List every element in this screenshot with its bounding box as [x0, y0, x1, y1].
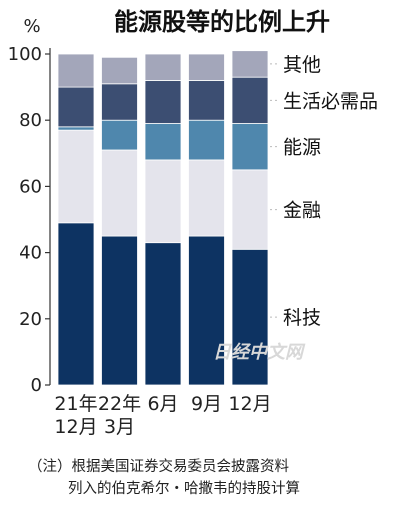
- bar-segment: [188, 159, 225, 237]
- bar-segment: [57, 53, 95, 88]
- bar-segment: [144, 242, 182, 386]
- bar-segment: [231, 169, 269, 250]
- legend-label: 能源: [283, 137, 321, 159]
- y-tick-label: 100: [8, 44, 42, 65]
- y-unit-label: %: [23, 16, 40, 37]
- watermark: 日经中文网: [213, 342, 306, 363]
- bar-segment: [144, 123, 182, 161]
- bar-segment: [188, 235, 225, 386]
- x-tick-label: 12月: [228, 393, 271, 415]
- bar-segment: [231, 123, 269, 171]
- bar-segment: [231, 76, 269, 124]
- bar-segment: [57, 129, 95, 224]
- legend: 科技 金融 能源 生活必需品 其他: [270, 54, 378, 329]
- bar-segment: [101, 83, 138, 121]
- bar-segment: [144, 159, 182, 244]
- x-tick-label: 9月: [191, 393, 222, 415]
- bars: [57, 50, 269, 386]
- bar-segment: [101, 235, 138, 386]
- bar-segment: [188, 80, 225, 121]
- bar-segment: [101, 56, 138, 85]
- bar-segment: [101, 149, 138, 237]
- bar-segment: [57, 86, 95, 128]
- x-tick-label: 3月: [104, 416, 135, 438]
- y-tick-label: 80: [19, 110, 42, 131]
- bar-segment: [144, 80, 182, 124]
- bar-segment: [231, 50, 269, 78]
- legend-label: 其他: [283, 54, 321, 76]
- legend-label: 金融: [283, 200, 321, 222]
- x-tick-label: 22年: [98, 393, 141, 415]
- bar-segment: [188, 119, 225, 161]
- y-tick-label: 60: [19, 176, 42, 197]
- chart-title: 能源股等的比例上升: [114, 8, 330, 36]
- legend-label: 生活必需品: [283, 90, 378, 112]
- x-tick-label: 12月: [54, 416, 97, 438]
- footnote-line: （注）根据美国证券交易委员会披露资料: [28, 457, 289, 475]
- x-tick-label: 21年: [54, 393, 97, 415]
- bar-segment: [57, 222, 95, 386]
- bar-segment: [231, 248, 269, 386]
- y-axis: 0 20 40 60 80 100: [8, 44, 51, 396]
- footnote-line: 列入的伯克希尔・哈撒韦的持股计算: [68, 480, 300, 497]
- bar-segment: [57, 126, 95, 131]
- bar-segment: [144, 53, 182, 81]
- y-tick-label: 20: [19, 309, 42, 330]
- x-tick-label: 6月: [147, 393, 178, 415]
- y-tick-label: 40: [19, 243, 42, 264]
- bar-segment: [188, 53, 225, 81]
- bar-segment: [101, 119, 138, 151]
- y-tick-label: 0: [31, 375, 42, 396]
- legend-label: 科技: [283, 307, 321, 329]
